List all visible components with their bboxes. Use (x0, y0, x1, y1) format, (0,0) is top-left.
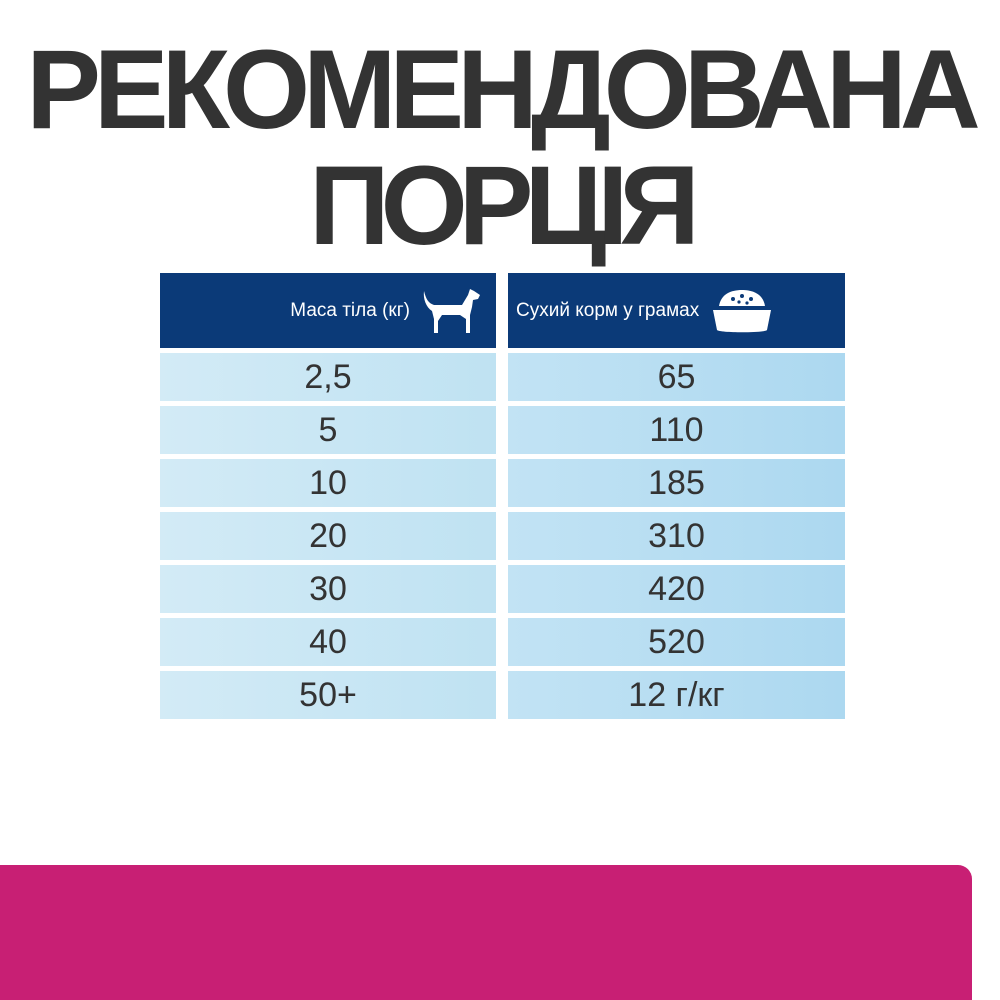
food-grams-cell: 12 г/кг (508, 671, 845, 719)
body-weight-cell: 5 (160, 406, 496, 454)
food-grams-cell: 110 (508, 406, 845, 454)
dog-icon (423, 288, 480, 333)
body-weight-cell: 30 (160, 565, 496, 613)
food-grams-cell: 310 (508, 512, 845, 560)
body-weight-cell: 40 (160, 618, 496, 666)
food-grams-cell: 520 (508, 618, 845, 666)
title-line-1: РЕКОМЕНДОВАНА (0, 34, 1000, 146)
header-body-weight: Маса тіла (кг) (160, 273, 496, 348)
header-label-food: Сухий корм у грамах (516, 299, 700, 321)
body-weight-cell: 10 (160, 459, 496, 507)
accent-band (0, 865, 972, 1000)
body-weight-cell: 2,5 (160, 353, 496, 401)
header-dry-food: Сухий корм у грамах (508, 273, 845, 348)
title-line-2: ПОРЦІЯ (0, 150, 1000, 262)
food-grams-cell: 65 (508, 353, 845, 401)
body-weight-cell: 50+ (160, 671, 496, 719)
food-grams-cell: 420 (508, 565, 845, 613)
food-grams-cell: 185 (508, 459, 845, 507)
header-label-weight: Маса тіла (кг) (290, 299, 410, 321)
body-weight-cell: 20 (160, 512, 496, 560)
title-text-1: РЕКОМЕНДОВАНА (26, 27, 981, 152)
title-text-2: ПОРЦІЯ (309, 143, 700, 268)
food-bowl-icon (713, 289, 772, 332)
